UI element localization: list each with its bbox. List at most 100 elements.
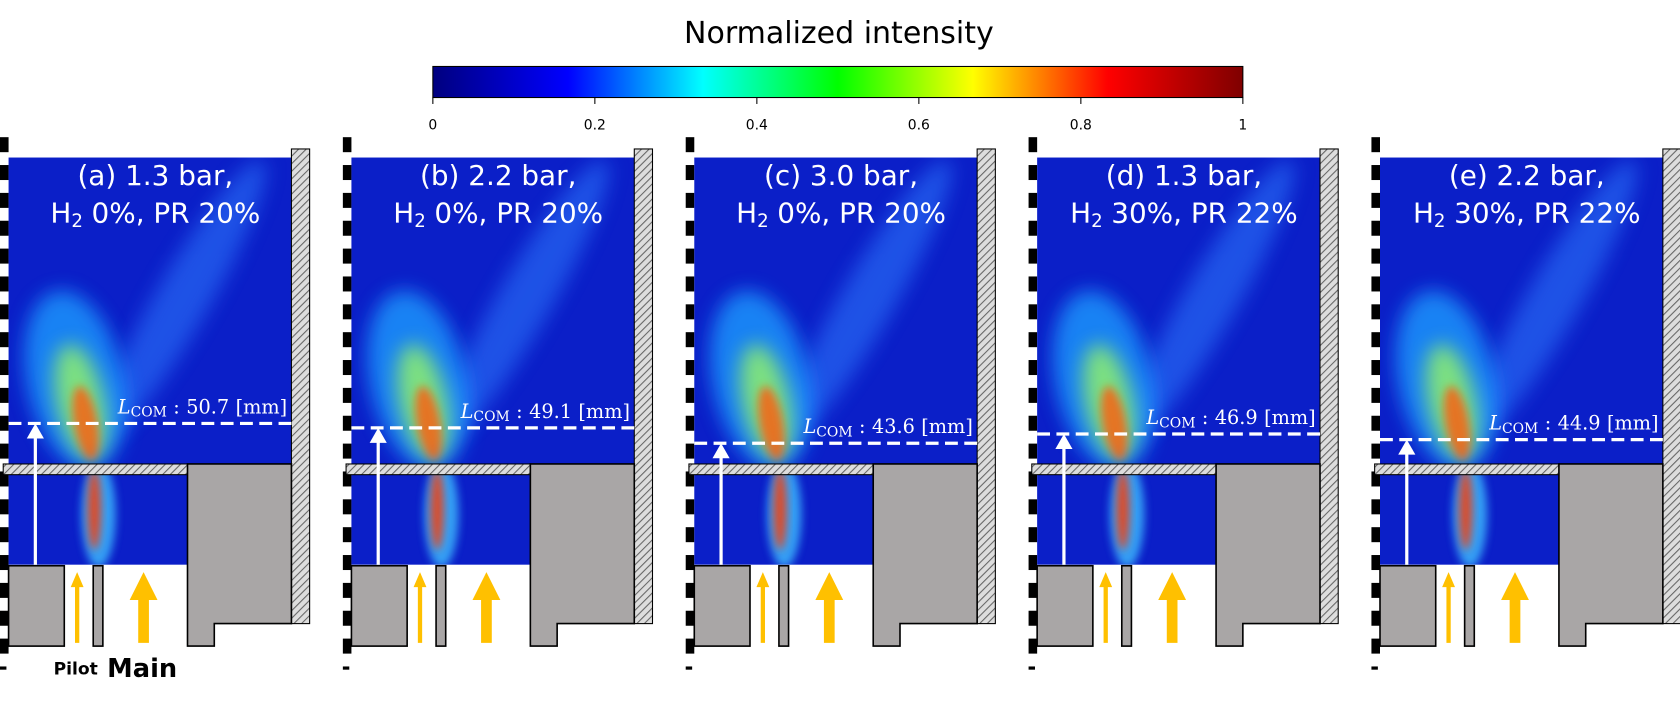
nozzle-rod [435,564,447,647]
dump-plate [688,463,874,476]
colorbar-tick-label: 0.6 [908,117,930,133]
flame-lower [1110,474,1145,565]
lcom-sep: : [516,400,522,423]
ruler-tick [685,220,695,236]
ruler-tick [685,666,693,670]
dump-plate [2,463,189,476]
ruler-tick [685,387,695,403]
lcom-arrow-head [1398,439,1416,455]
lcom-value: 50.7 [186,395,229,418]
lcom-subscript: COM [1502,421,1538,437]
lcom-subscript: COM [1159,415,1195,431]
ruler-tick [0,137,9,153]
ruler-tick [1028,582,1038,598]
pilot-arrow [413,572,427,643]
ruler-tick [1371,165,1380,181]
ruler-tick [1371,332,1380,348]
ruler-tick [342,555,352,571]
ruler-tick [342,192,352,208]
panel: LCOM:49.1 [mm] (b) 2.2 bar,H2 0%, PR 20% [342,137,654,670]
lcom-unit: [mm] [921,415,973,438]
ruler-tick [1371,276,1380,292]
svg-text:LCOM:44.9[mm]: LCOM:44.9 [mm] [1488,412,1658,437]
pilot-block [1379,564,1437,647]
lcom-sep: : [859,415,866,438]
lcom-value: 43.6 [872,415,915,438]
species-subscript: 2 [1091,211,1103,232]
main-arrow [815,572,844,643]
ruler-tick [685,610,695,626]
outer-block [1215,463,1321,647]
species: H [736,196,757,229]
ruler-tick [685,443,695,459]
lcom-arrow-head [712,443,730,459]
ruler-tick [0,360,9,376]
lcom-symbol: L [803,415,817,438]
combustor-wall [633,148,654,625]
flame-lower [1452,474,1488,565]
ruler-tick [342,165,352,181]
nozzle-rod [778,564,790,647]
ruler-tick [342,220,352,236]
main-arrow [1501,572,1529,643]
lcom-sep: : [1202,406,1209,429]
ruler-tick [342,304,352,320]
combustor-wall [1319,148,1339,625]
lcom-unit: [mm] [1264,406,1316,429]
panel: LCOM:46.9 [mm] (d) 1.3 bar, H2 30%, PR 22% [1028,137,1339,670]
ruler-tick [342,387,352,403]
lcom-symbol: L [1145,406,1159,429]
ruler-tick [1028,165,1038,181]
lcom-value: 49.1 [529,400,572,423]
lcom-arrow-head [1055,434,1073,450]
ruler-tick [1371,610,1380,626]
ruler-tick [685,415,695,431]
colorbar-tick-label: 0.4 [746,117,768,133]
pilot-arrow [70,572,84,643]
svg-text:LCOM:49.1[mm]: LCOM:49.1 [mm] [460,400,630,425]
ruler-tick [342,582,352,598]
ruler-tick [0,582,9,598]
colorbar-tick-label: 0.8 [1070,117,1092,133]
ruler-tick [1371,471,1380,487]
flame-upper [709,160,952,464]
ruler-tick [0,499,9,515]
ruler-tick [342,276,352,292]
main-arrow [472,572,501,643]
panel-title: (d) 1.3 bar, [1106,159,1262,192]
flame-upper [1052,160,1295,464]
flame-upper [367,160,609,464]
ruler-tick [0,248,9,264]
ruler-tick [1028,220,1038,236]
combustor-wall [290,148,311,625]
outer-block [186,463,293,647]
ruler-tick [342,332,352,348]
ruler-tick [1028,415,1038,431]
pilot-arrow [1442,572,1455,643]
species-subscript: 2 [414,211,426,232]
nozzle-rod [1463,564,1476,647]
species: H [50,196,71,229]
species-subscript: 2 [1434,211,1446,232]
flame-upper [1395,160,1638,464]
dump-plate [1031,463,1217,476]
ruler-tick [685,137,695,153]
colorbar-tick-label: 0.2 [584,117,606,133]
ruler-tick [685,638,695,654]
ruler-tick [1028,360,1038,376]
ruler-tick [0,304,9,320]
ruler-tick [342,610,352,626]
lcom-symbol: L [460,400,474,423]
ruler-tick [1028,443,1038,459]
pilot-arrow [756,572,770,643]
ruler-tick [342,137,352,153]
ruler-tick [1371,415,1380,431]
ruler-tick [342,415,352,431]
condition: 0%, PR 20% [434,196,603,229]
panel-title: (a) 1.3 bar, [77,159,233,192]
ruler-tick [0,415,9,431]
ruler-tick [685,527,695,543]
combustor-wall [976,148,996,625]
lcom-subscript: COM [473,409,509,425]
ruler-tick [1371,499,1380,515]
